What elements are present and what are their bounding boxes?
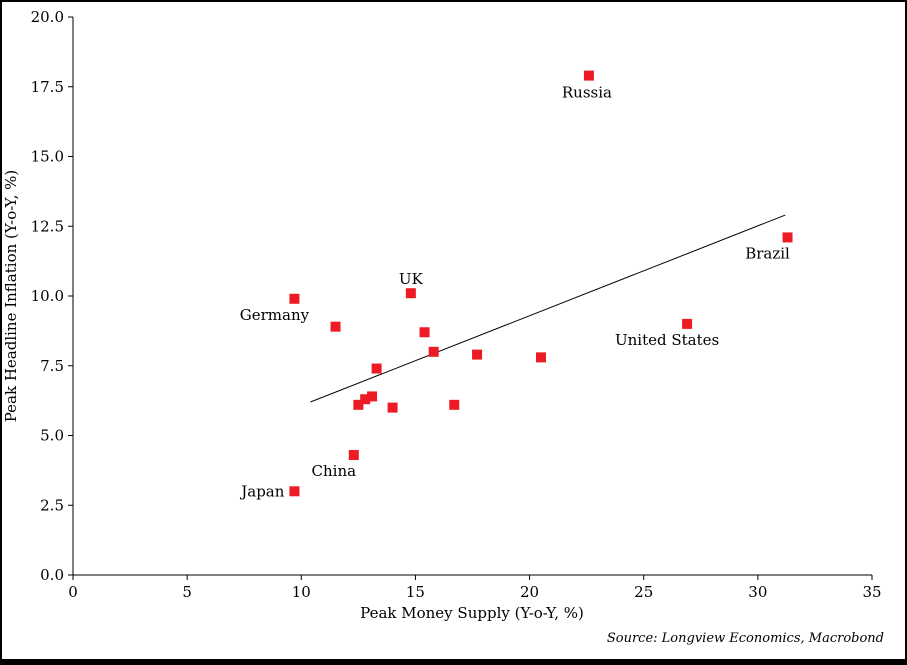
x-tick-label: 15 [406,583,425,601]
data-point [353,399,364,410]
data-point [405,288,416,299]
point-label: China [312,462,357,480]
data-point [449,399,460,410]
data-point [782,232,793,243]
y-tick-label: 5.0 [40,427,64,445]
y-tick-label: 0.0 [40,566,64,584]
x-tick-label: 10 [292,583,311,601]
data-point [330,321,341,332]
data-point [367,391,378,402]
x-tick-label: 25 [634,583,653,601]
data-point [289,486,300,497]
y-tick-label: 10.0 [31,287,64,305]
data-point [583,70,594,81]
y-tick-label: 12.5 [31,217,64,235]
y-tick-label: 15.0 [31,148,64,166]
trend-line [310,214,786,403]
x-tick-label: 30 [748,583,767,601]
data-point [535,352,546,363]
y-axis-title: Peak Headline Inflation (Y-o-Y, %) [2,170,20,423]
y-tick-label: 20.0 [31,8,64,26]
x-axis-title: Peak Money Supply (Y-o-Y, %) [360,604,584,622]
data-point [371,363,382,374]
y-tick-label: 7.5 [40,357,64,375]
data-point [289,293,300,304]
data-point [428,346,439,357]
data-point [387,402,398,413]
point-label: Japan [239,482,285,500]
point-label: Germany [240,306,310,324]
point-label: UK [399,270,424,288]
x-tick-label: 35 [862,583,881,601]
data-point [419,327,430,338]
x-tick-label: 0 [68,583,78,601]
data-point [682,318,693,329]
data-point [348,450,359,461]
x-tick-label: 20 [520,583,539,601]
point-label: Brazil [745,244,790,262]
data-point [472,349,483,360]
plot-layer: 0 5 10 15 20 25 30 35 0.0 2.5 5.0 7.5 10.0 12.5 15.0 17… [31,8,882,601]
data-point [360,394,371,405]
x-tick-label: 5 [182,583,192,601]
source-text: Source: Longview Economics, Macrobond [607,631,884,646]
y-tick-label: 17.5 [31,78,64,96]
point-label: United States [615,331,719,349]
y-tick-label: 2.5 [40,496,64,514]
point-label: Russia [562,84,612,102]
